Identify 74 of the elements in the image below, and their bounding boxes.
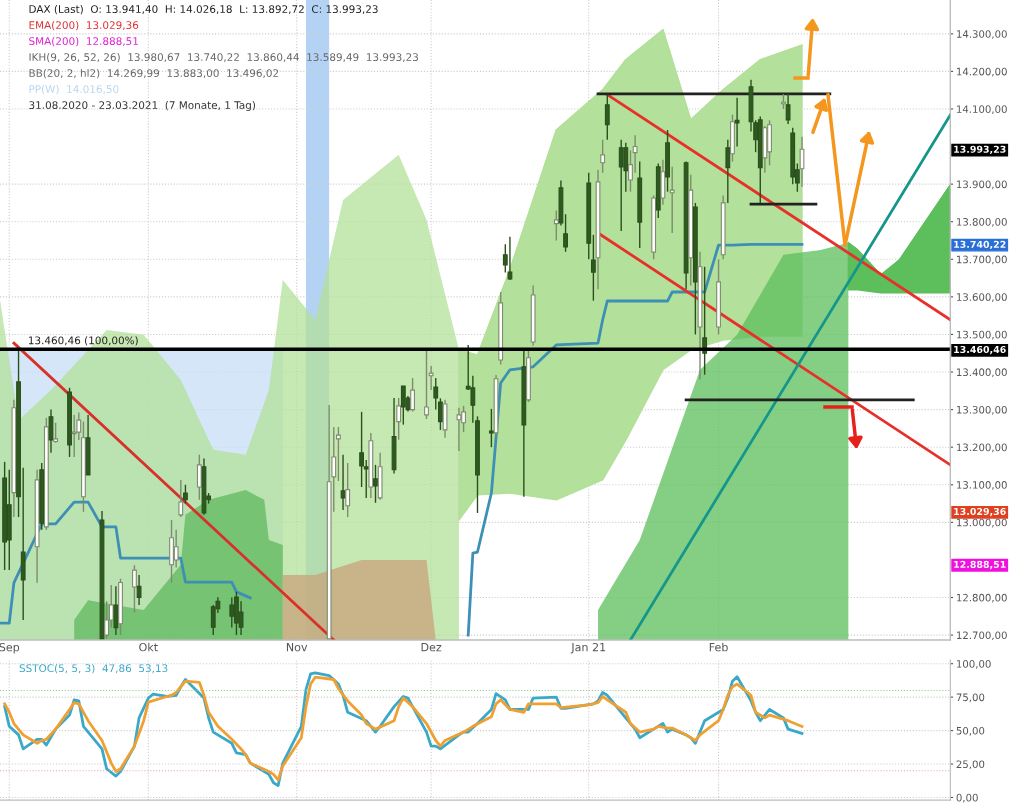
candlestick <box>488 408 494 448</box>
x-tick-label: Dez <box>421 643 442 652</box>
chart-title: DAX (Last) O: 13.941,40 H: 14.026,18 L: 13.892,72 C: 13.993,23 <box>29 4 378 15</box>
candlestick <box>345 462 351 518</box>
y-tick-label: 13.000,00 <box>957 518 1007 528</box>
y-tick-label: 14.300,00 <box>957 30 1007 39</box>
y2-tick-label: 12.888,51 <box>954 560 1006 570</box>
candlestick <box>53 422 59 444</box>
candlestick <box>104 600 110 640</box>
candlestick <box>785 93 791 125</box>
y-tick-label: 12.800,00 <box>957 593 1007 603</box>
candlestick <box>437 397 443 431</box>
candlestick <box>600 139 606 174</box>
candlestick <box>702 266 708 376</box>
candlestick <box>433 377 439 411</box>
annotation: 31.08.2020 - 23.03.2021 (7 Monate, 1 Tag) <box>29 100 256 112</box>
candlestick <box>590 234 596 302</box>
candlestick <box>132 564 137 614</box>
y2-tick-label: 13.740,22 <box>954 240 1006 250</box>
y-tick-label: 25,00 <box>956 760 985 770</box>
candlestick <box>553 209 559 242</box>
y-tick-label: 14.200,00 <box>957 67 1007 77</box>
candlestick <box>604 94 610 141</box>
annotation: SMA(200) 12.888,51 <box>29 36 138 47</box>
x-tick-label: Nov <box>286 643 308 652</box>
candlestick <box>178 479 184 518</box>
candlestick <box>410 377 415 413</box>
candlestick <box>359 411 365 488</box>
candlestick <box>340 454 346 511</box>
annotation: SSTOC(5, 5, 3) 47,86 53,13 <box>19 664 168 674</box>
candlestick <box>229 596 235 629</box>
candlestick <box>507 236 513 281</box>
y-tick-label: 13.500,00 <box>957 330 1007 340</box>
y-tick-label: 0,00 <box>956 793 978 803</box>
candlestick <box>336 426 341 482</box>
candlestick <box>48 408 54 454</box>
y-tick-label: 13.800,00 <box>957 218 1007 227</box>
y-tick-label: 12.700,00 <box>957 631 1007 641</box>
y-tick-label: 13.600,00 <box>957 293 1007 302</box>
y-tick-label: 13.200,00 <box>957 443 1007 453</box>
candlestick <box>113 585 119 636</box>
y-tick-label: 13.700,00 <box>957 255 1007 265</box>
ref-line-label: 13.460,46 (100,00%) <box>28 336 138 346</box>
candlestick <box>373 464 378 504</box>
x-tick-label: Okt <box>139 642 158 652</box>
candlestick <box>799 136 805 188</box>
y-tick-label: 14.100,00 <box>957 105 1007 115</box>
y2-tick-label: 13.460,46 <box>954 345 1006 355</box>
annotation: PP(W) 14.016,50 <box>29 84 119 95</box>
x-tick-label: Sep <box>0 642 20 654</box>
y-tick-label: 100,00 <box>957 660 991 669</box>
y2-tick-label: 13.029,36 <box>954 507 1006 517</box>
annotation: EMA(200) 13.029,36 <box>29 20 139 31</box>
candlestick <box>563 213 568 253</box>
x-tick-label: Feb <box>709 642 728 652</box>
candlestick <box>136 574 142 606</box>
y-tick-label: 50,00 <box>956 726 985 736</box>
candlestick <box>725 139 731 204</box>
candlestick <box>183 484 188 505</box>
y2-tick-label: 13.993,23 <box>954 145 1006 155</box>
candlestick <box>238 600 244 636</box>
y-tick-label: 13.100,00 <box>957 481 1007 490</box>
y-tick-label: 13.900,00 <box>957 180 1007 190</box>
candlestick <box>400 385 406 426</box>
annotation: IKH(9, 26, 52, 26) 13.980,67 13.740,22 13.860,44 13.589,49 13.993,23 <box>29 52 418 63</box>
y-tick-label: 75,00 <box>956 693 985 703</box>
annotation: BB(20, 2, hl2) 14.269,99 13.883,00 13.496,02 <box>29 68 279 79</box>
y-tick-label: 13.400,00 <box>957 368 1007 378</box>
x-tick-label: Jan 21 <box>570 642 606 654</box>
y-tick-label: 13.300,00 <box>957 405 1007 415</box>
candlestick <box>456 407 462 452</box>
candlestick <box>173 529 179 569</box>
candlestick <box>396 397 402 441</box>
candlestick <box>734 97 740 148</box>
